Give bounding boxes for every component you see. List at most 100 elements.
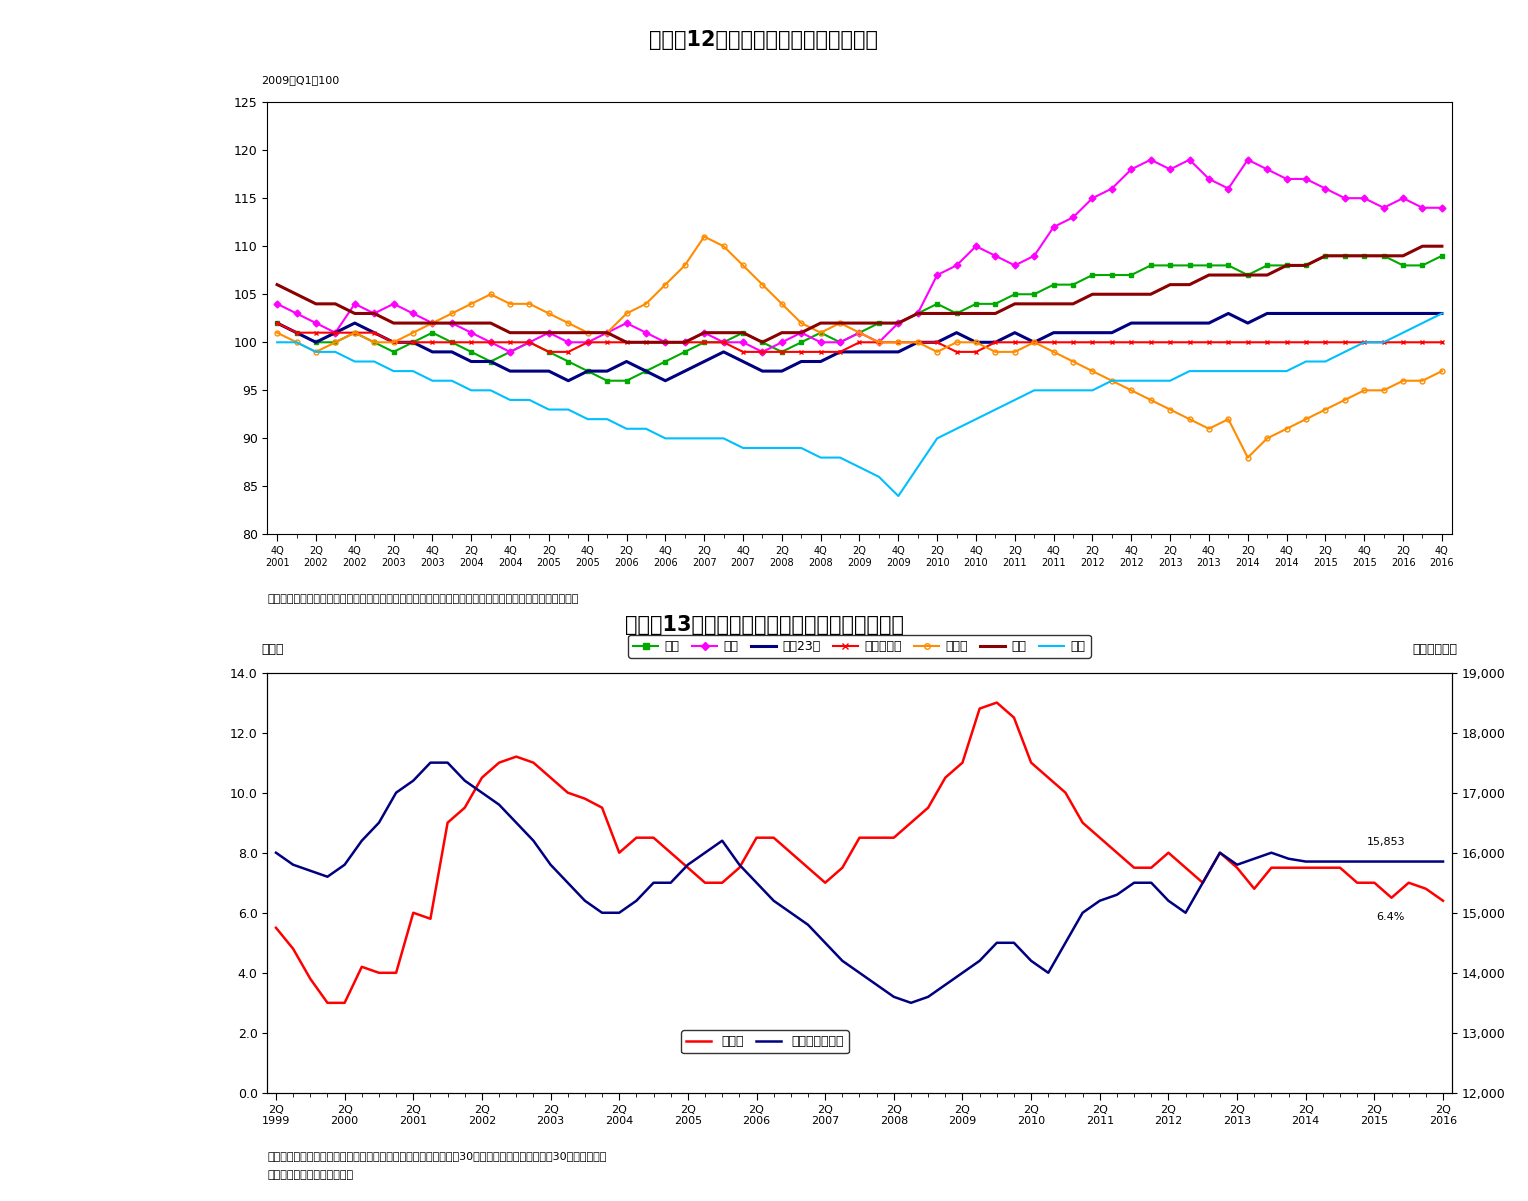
空室率 bbox=[987, 695, 1005, 710]
東京23区 bbox=[559, 374, 578, 388]
Text: 2009年Q1＝100: 2009年Q1＝100 bbox=[261, 74, 339, 85]
仙台 bbox=[695, 325, 714, 340]
Line: 福岡: 福岡 bbox=[277, 313, 1442, 496]
札幌 bbox=[1433, 249, 1452, 263]
東京23区 bbox=[267, 316, 286, 330]
大阪 bbox=[909, 306, 927, 321]
Text: 15,853: 15,853 bbox=[1366, 837, 1406, 847]
横浜・川崎 bbox=[267, 316, 286, 330]
横浜・川崎 bbox=[1297, 335, 1316, 349]
仙台 bbox=[521, 335, 539, 349]
Line: 仙台: 仙台 bbox=[275, 157, 1444, 354]
大阪 bbox=[1297, 258, 1316, 273]
Text: 図表－13　高級賃貸マンションの賃料と空室率: 図表－13 高級賃貸マンションの賃料と空室率 bbox=[625, 615, 903, 635]
賃料（右目盛） bbox=[507, 815, 526, 830]
仙台 bbox=[1141, 153, 1160, 167]
賃料（右目盛） bbox=[1416, 854, 1435, 868]
札幌 bbox=[986, 297, 1004, 311]
賃料（右目盛） bbox=[902, 996, 920, 1010]
東京23区 bbox=[501, 364, 520, 378]
Text: （円／月嵪）: （円／月嵪） bbox=[1412, 643, 1458, 656]
福岡 bbox=[1297, 354, 1316, 369]
Line: 賃料（右目盛）: 賃料（右目盛） bbox=[277, 763, 1442, 1003]
Text: 6.4%: 6.4% bbox=[1377, 913, 1404, 922]
札幌 bbox=[695, 335, 714, 349]
大阪 bbox=[1433, 239, 1452, 253]
Line: 横浜・川崎: 横浜・川崎 bbox=[275, 321, 1444, 354]
札幌 bbox=[597, 374, 616, 388]
Line: 札幌: 札幌 bbox=[275, 253, 1444, 383]
空室率 bbox=[267, 920, 286, 934]
大阪 bbox=[501, 325, 520, 340]
Legend: 札幌, 仙台, 東京23区, 横浜・川崎, 名古屋, 大阪, 福岡: 札幌, 仙台, 東京23区, 横浜・川崎, 名古屋, 大阪, 福岡 bbox=[628, 635, 1091, 658]
東京23区 bbox=[1316, 306, 1334, 321]
Legend: 空室率, 賃料（右目盛）: 空室率, 賃料（右目盛） bbox=[681, 1030, 848, 1053]
東京23区 bbox=[1433, 306, 1452, 321]
福岡 bbox=[675, 431, 694, 446]
賃料（右目盛） bbox=[1433, 854, 1452, 868]
東京23区 bbox=[695, 354, 714, 369]
賃料（右目盛） bbox=[970, 954, 989, 968]
福岡 bbox=[889, 489, 908, 503]
空室率 bbox=[507, 749, 526, 764]
大阪 bbox=[539, 325, 558, 340]
名古屋 bbox=[909, 335, 927, 349]
東京23区 bbox=[539, 364, 558, 378]
Text: 図表－12　主要都市のマンション賃料: 図表－12 主要都市のマンション賃料 bbox=[649, 30, 879, 50]
福岡 bbox=[539, 402, 558, 417]
名古屋 bbox=[501, 297, 520, 311]
福岡 bbox=[1433, 306, 1452, 321]
札幌 bbox=[1297, 258, 1316, 273]
仙台 bbox=[986, 249, 1004, 263]
大阪 bbox=[695, 325, 714, 340]
東京23区 bbox=[986, 335, 1004, 349]
空室率 bbox=[472, 771, 490, 785]
賃料（右目盛） bbox=[353, 833, 371, 848]
Text: （出所）ケン不動産投賃顧問: （出所）ケン不動産投賃顧問 bbox=[267, 1170, 353, 1179]
東京23区 bbox=[1219, 306, 1238, 321]
Line: 名古屋: 名古屋 bbox=[275, 234, 1444, 460]
名古屋 bbox=[267, 325, 286, 340]
賃料（右目盛） bbox=[422, 755, 440, 770]
Line: 空室率: 空室率 bbox=[277, 703, 1442, 1003]
横浜・川崎 bbox=[501, 335, 520, 349]
名古屋 bbox=[539, 306, 558, 321]
札幌 bbox=[1316, 249, 1334, 263]
賃料（右目盛） bbox=[472, 785, 490, 800]
仙台 bbox=[501, 345, 520, 359]
名古屋 bbox=[1239, 450, 1258, 465]
Text: 空室率: 空室率 bbox=[261, 643, 284, 656]
仙台 bbox=[267, 297, 286, 311]
福岡 bbox=[909, 460, 927, 474]
Text: （注）期間中にケンコーポレーションで契約されたうち、賃料が30万円／月または専有面積が30嵪以上のもの: （注）期間中にケンコーポレーションで契約されたうち、賃料が30万円／月または専有… bbox=[267, 1151, 607, 1160]
札幌 bbox=[909, 306, 927, 321]
空室率 bbox=[953, 755, 972, 770]
大阪 bbox=[617, 335, 636, 349]
横浜・川崎 bbox=[909, 335, 927, 349]
札幌 bbox=[539, 345, 558, 359]
名古屋 bbox=[986, 345, 1004, 359]
横浜・川崎 bbox=[986, 335, 1004, 349]
福岡 bbox=[501, 393, 520, 407]
福岡 bbox=[986, 402, 1004, 417]
東京23区 bbox=[909, 335, 927, 349]
Text: （出所）三井住友トラスト基礎研究所・アットホーム「マンション賃料インデックス（総合・連鎖型）」: （出所）三井住友トラスト基礎研究所・アットホーム「マンション賃料インデックス（総… bbox=[267, 594, 579, 604]
札幌 bbox=[501, 345, 520, 359]
横浜・川崎 bbox=[695, 335, 714, 349]
仙台 bbox=[909, 306, 927, 321]
横浜・川崎 bbox=[1433, 335, 1452, 349]
福岡 bbox=[267, 335, 286, 349]
賃料（右目盛） bbox=[1193, 876, 1212, 890]
札幌 bbox=[267, 316, 286, 330]
横浜・川崎 bbox=[539, 345, 558, 359]
Line: 東京23区: 東京23区 bbox=[277, 313, 1442, 381]
横浜・川崎 bbox=[559, 345, 578, 359]
大阪 bbox=[1413, 239, 1432, 253]
空室率 bbox=[1416, 882, 1435, 896]
名古屋 bbox=[675, 258, 694, 273]
名古屋 bbox=[1316, 402, 1334, 417]
大阪 bbox=[267, 277, 286, 292]
空室率 bbox=[1193, 876, 1212, 890]
空室率 bbox=[318, 996, 336, 1010]
名古屋 bbox=[695, 229, 714, 244]
